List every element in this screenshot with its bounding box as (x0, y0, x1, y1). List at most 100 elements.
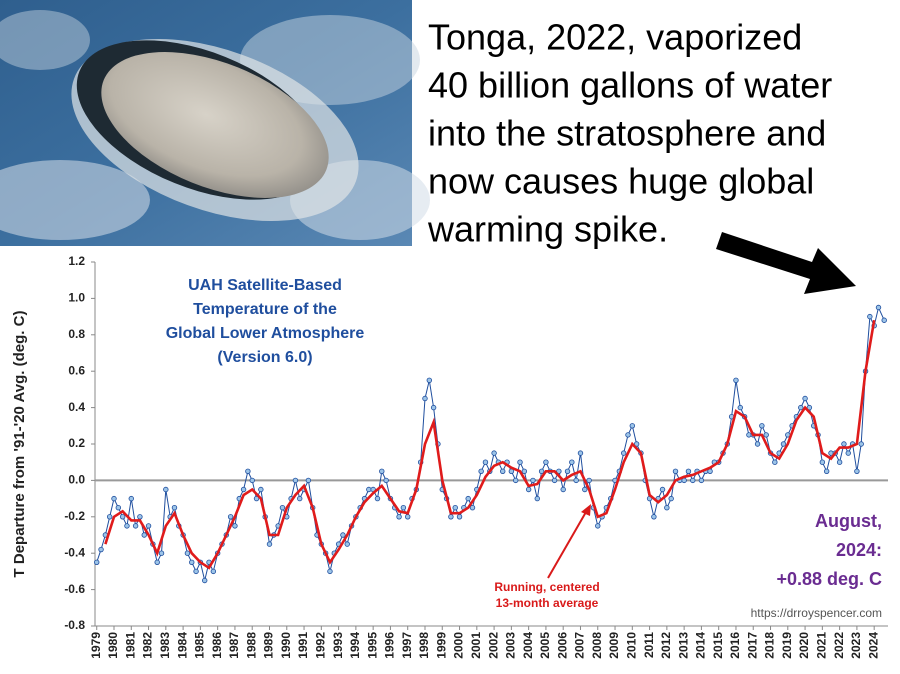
data-point (366, 486, 372, 493)
y-tick-label: 1.0 (68, 291, 85, 305)
running-arrow-head (581, 504, 591, 516)
data-point (858, 441, 864, 447)
x-tick-label: 2001 (469, 632, 483, 659)
data-point (448, 514, 454, 520)
data-point (538, 468, 545, 474)
data-point (202, 577, 208, 584)
running-annotation: 13-month average (496, 596, 599, 610)
x-tick-label: 1994 (348, 632, 362, 659)
data-point (629, 423, 636, 429)
x-tick-label: 1990 (279, 632, 293, 659)
data-point (530, 477, 536, 484)
data-point (292, 477, 299, 484)
data-point (746, 432, 752, 438)
y-tick-label: 0.0 (68, 473, 85, 487)
headline-line: Tonga, 2022, vaporized (428, 17, 802, 58)
x-tick-label: 1982 (141, 632, 155, 659)
y-tick-label: 0.4 (68, 400, 85, 414)
pointer-arrow (716, 232, 856, 294)
data-point (344, 541, 350, 547)
x-tick-label: 2023 (849, 632, 863, 659)
data-point (245, 468, 251, 474)
data-point (119, 514, 126, 520)
headline-line: now causes huge global (428, 161, 814, 202)
series-line (104, 319, 876, 570)
data-point (305, 477, 312, 484)
x-tick-label: 2017 (745, 632, 759, 659)
data-point (396, 514, 402, 520)
x-tick-label: 2013 (676, 632, 690, 659)
data-point (141, 532, 147, 538)
x-tick-label: 1993 (331, 632, 345, 659)
chart-title: UAH Satellite-Based (188, 277, 342, 294)
data-point (137, 514, 143, 520)
data-point (456, 514, 463, 520)
data-point (452, 505, 458, 511)
data-point (525, 486, 532, 493)
data-point (763, 432, 769, 438)
data-point (430, 404, 437, 411)
x-tick-label: 2024 (866, 632, 880, 659)
data-point (543, 459, 549, 465)
latest-annotation: August, (815, 511, 882, 531)
data-point (163, 486, 169, 493)
x-tick-label: 2005 (538, 632, 552, 659)
data-point (266, 541, 273, 547)
headline-line: into the stratosphere and (428, 113, 826, 154)
x-tick-label: 2008 (590, 632, 604, 659)
x-tick-label: 1998 (417, 632, 431, 659)
x-tick-label: 2012 (659, 632, 673, 659)
data-point (154, 559, 160, 565)
data-point (132, 523, 139, 529)
data-point (340, 532, 346, 538)
running-annotation: Running, centered (494, 580, 599, 594)
data-point (189, 559, 195, 565)
data-point (759, 423, 765, 429)
x-tick-label: 1988 (244, 632, 258, 659)
data-point (465, 495, 471, 502)
y-tick-label: 0.2 (68, 436, 85, 450)
x-tick-label: 1984 (175, 632, 189, 659)
data-point (400, 505, 407, 511)
data-point (512, 477, 519, 484)
data-point (754, 441, 761, 447)
data-point (672, 468, 679, 474)
data-point (836, 459, 843, 465)
x-tick-label: 2004 (521, 632, 535, 659)
data-point (426, 377, 433, 383)
x-tick-label: 1997 (400, 632, 414, 659)
headline-line: warming spike. (427, 209, 668, 250)
x-tick-label: 2003 (504, 632, 518, 659)
x-tick-label: 2022 (832, 632, 846, 659)
data-point (798, 404, 804, 411)
x-tick-label: 2014 (694, 632, 708, 659)
data-point (577, 450, 584, 456)
chart: -0.8 -0.6 -0.4 -0.2 0.0 0.2 0.4 0.6 0.8 1.0 1.2 197… (11, 254, 888, 659)
x-tick-label: 1996 (383, 632, 397, 659)
data-point (232, 523, 238, 529)
x-tick-label: 2009 (607, 632, 621, 659)
data-point (564, 468, 571, 474)
data-point (115, 505, 122, 511)
data-point (819, 459, 826, 465)
latest-annotation: +0.88 deg. C (776, 569, 882, 589)
data-point (806, 404, 813, 411)
data-point (478, 468, 484, 474)
source: https://drroyspencer.com (751, 606, 882, 620)
data-point (240, 486, 247, 493)
x-tick-label: 1991 (296, 632, 310, 659)
data-point (258, 486, 264, 493)
data-point (98, 546, 104, 553)
data-point (111, 495, 117, 502)
data-point (841, 441, 847, 447)
data-point (560, 486, 566, 493)
data-point (875, 304, 882, 311)
x-tick-label: 2018 (763, 632, 777, 659)
chart-title: (Version 6.0) (217, 349, 312, 366)
y-tick-label: -0.4 (64, 545, 85, 559)
data-point (582, 486, 588, 493)
data-point (854, 468, 860, 474)
data-point (249, 477, 255, 484)
x-tick-label: 2002 (486, 632, 500, 659)
